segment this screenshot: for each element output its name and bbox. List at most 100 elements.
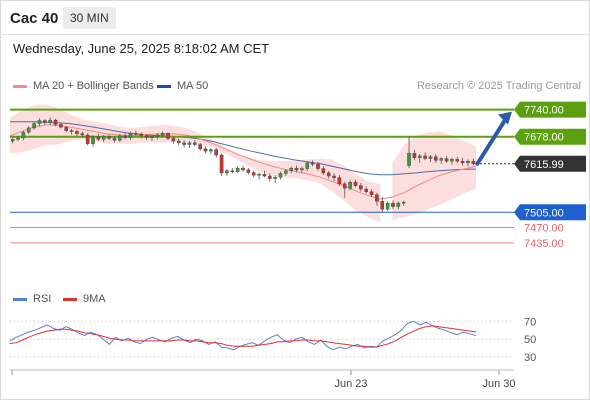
candle	[262, 174, 267, 177]
candle	[10, 139, 15, 142]
candle	[241, 167, 245, 171]
candle	[385, 202, 390, 210]
candle	[337, 177, 342, 185]
candle	[64, 126, 69, 131]
ma20-line	[9, 124, 477, 200]
candle	[401, 202, 406, 204]
ma9-swatch-icon	[63, 297, 77, 301]
candle	[209, 149, 213, 152]
candle	[423, 155, 427, 159]
candle	[166, 132, 170, 139]
rsi-ma-line	[9, 325, 477, 348]
legend-ma9: 9MA	[63, 293, 106, 305]
candle	[444, 158, 449, 162]
level-label: 7615.99	[524, 159, 564, 171]
candle	[128, 132, 133, 138]
candle	[235, 167, 240, 172]
candle	[417, 155, 422, 158]
candle	[203, 148, 208, 152]
candle	[251, 172, 256, 176]
bollinger-band	[392, 131, 476, 220]
candle	[26, 127, 31, 133]
candle	[332, 175, 336, 178]
candle	[278, 173, 283, 178]
candle	[214, 149, 219, 156]
rsi-tick-label: 70	[524, 316, 536, 328]
ma50-swatch-icon	[157, 84, 171, 88]
candle	[37, 120, 42, 124]
ma50-line	[10, 121, 477, 176]
projection-arrow-head	[498, 111, 512, 125]
candle	[21, 132, 26, 139]
candle	[96, 136, 101, 140]
candle	[434, 156, 438, 161]
candle	[48, 119, 52, 123]
ma9-label: 9MA	[83, 293, 106, 305]
rsi-tick-label: 30	[524, 352, 536, 364]
candle	[91, 136, 95, 144]
candle	[171, 138, 176, 142]
candle	[428, 156, 433, 159]
candle	[353, 181, 358, 186]
instrument-title: Cac 40	[10, 10, 59, 27]
candle	[364, 188, 369, 192]
candle	[450, 159, 454, 162]
header-divider	[0, 34, 590, 35]
ma20-label: MA 20 + Bollinger Bands	[33, 80, 154, 92]
candle	[316, 164, 320, 169]
level-tag	[514, 128, 586, 145]
candle	[59, 124, 63, 128]
level-label: 7678.00	[524, 132, 564, 144]
candle	[375, 194, 379, 202]
candle	[123, 135, 127, 138]
candle	[267, 175, 272, 179]
candle	[471, 160, 476, 164]
rsi-tick-label: 50	[524, 334, 536, 346]
candle	[246, 169, 251, 173]
candle	[139, 133, 144, 137]
candle	[198, 144, 202, 150]
bollinger-band	[10, 104, 381, 223]
candle	[80, 133, 85, 136]
candle	[75, 131, 79, 134]
candle	[412, 153, 417, 158]
candle	[117, 135, 122, 141]
candle	[284, 170, 288, 174]
candle	[289, 167, 294, 171]
level-tag	[514, 155, 586, 172]
timestamp: Wednesday, June 25, 2025 8:18:02 AM CET	[13, 41, 270, 56]
candle	[305, 162, 310, 169]
candle	[396, 202, 401, 207]
candle	[101, 136, 106, 140]
rsi-label: RSI	[33, 293, 52, 305]
chart-header: Cac 40 30 MIN	[0, 0, 590, 34]
candle	[134, 132, 138, 135]
candle	[32, 123, 36, 129]
candle	[150, 136, 154, 138]
ma20-swatch-icon	[13, 84, 27, 88]
candle	[466, 160, 470, 164]
candle	[257, 174, 261, 176]
candle	[144, 135, 149, 138]
candle	[225, 170, 229, 174]
candle	[112, 138, 117, 141]
candle	[294, 167, 299, 171]
timeframe-badge[interactable]: 30 MIN	[63, 7, 116, 29]
candle	[160, 132, 165, 136]
candle	[230, 170, 235, 172]
level-label: 7435.00	[524, 238, 564, 250]
candle	[321, 168, 326, 174]
candle	[16, 137, 20, 140]
candle	[219, 154, 224, 174]
candle	[300, 168, 304, 171]
level-tag	[514, 101, 586, 118]
candle	[460, 160, 465, 164]
candle	[107, 136, 111, 139]
legend-rsi: RSI	[13, 293, 51, 305]
x-tick-label: Jun 23	[334, 378, 367, 390]
candle	[182, 142, 186, 145]
candle	[342, 183, 347, 189]
ma50-label: MA 50	[177, 80, 209, 92]
candle	[326, 172, 331, 177]
